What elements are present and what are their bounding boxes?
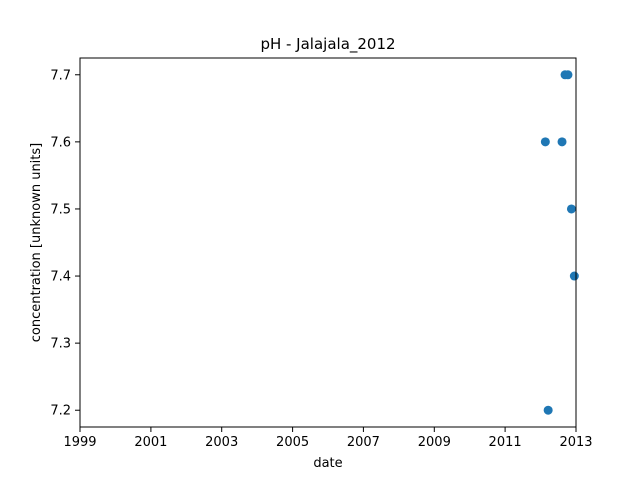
y-axis-label: concentration [unknown units]	[29, 143, 44, 342]
x-tick-label: 2011	[489, 435, 522, 450]
y-tick-label: 7.6	[50, 135, 71, 150]
data-point	[569, 271, 579, 281]
x-tick-label: 2007	[347, 435, 380, 450]
y-tick-label: 7.2	[50, 404, 71, 419]
data-point	[563, 70, 573, 80]
x-axis-ticks: 1999 2001 2003 2005 2007 2009 2011 2013	[63, 427, 593, 450]
x-tick-label: 2009	[418, 435, 451, 450]
y-tick-label: 7.7	[50, 68, 71, 83]
x-tick-label: 2005	[276, 435, 309, 450]
y-tick-label: 7.4	[50, 270, 71, 285]
chart-title: pH - Jalajala_2012	[260, 35, 395, 54]
x-tick-label: 2013	[559, 435, 592, 450]
y-axis-ticks: 7.2 7.3 7.4 7.5 7.6 7.7	[50, 68, 80, 419]
plot-frame	[79, 57, 577, 428]
x-tick-label: 2001	[134, 435, 167, 450]
y-tick-label: 7.3	[50, 337, 71, 352]
data-point	[540, 137, 550, 147]
y-tick-label: 7.5	[50, 202, 71, 217]
x-axis-label: date	[313, 456, 342, 471]
data-point	[557, 137, 567, 147]
data-point	[543, 405, 553, 415]
x-tick-label: 1999	[63, 435, 96, 450]
data-points	[540, 70, 579, 415]
data-point	[566, 204, 576, 214]
x-tick-label: 2003	[205, 435, 238, 450]
